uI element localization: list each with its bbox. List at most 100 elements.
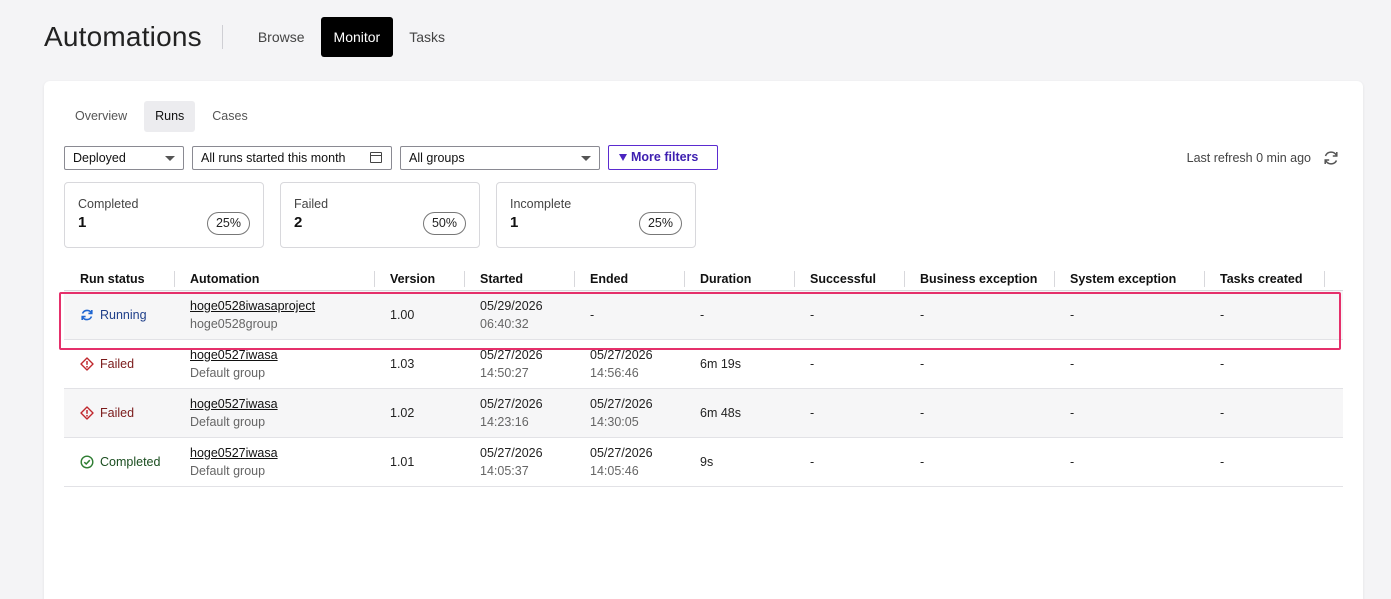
stat-value: 1 <box>510 214 519 231</box>
version-cell: 1.03 <box>390 357 415 371</box>
automation-link[interactable]: hoge0527iwasa <box>190 397 278 411</box>
column-header-successful[interactable]: Successful <box>810 272 877 286</box>
stat-percent-badge: 25% <box>206 212 250 235</box>
automation-group: hoge0528group <box>190 317 278 331</box>
header-divider <box>221 25 223 49</box>
ended-date: - <box>590 308 595 322</box>
table-row[interactable]: Running hoge0528iwasaproject hoge0528gro… <box>64 291 1343 340</box>
funnel-icon <box>619 154 627 161</box>
ended-date: 05/27/2026 <box>590 348 653 362</box>
ended-date: 05/27/2026 <box>590 397 653 411</box>
subtab-cases[interactable]: Cases <box>212 109 248 123</box>
ended-time: 14:05:46 <box>590 464 639 478</box>
column-divider[interactable] <box>374 271 375 287</box>
business-exception-cell: - <box>920 308 925 322</box>
run-status-label: Failed <box>100 406 135 420</box>
table-row[interactable]: Completed hoge0527iwasa Default group 1.… <box>64 438 1343 487</box>
automation-link[interactable]: hoge0527iwasa <box>190 446 278 460</box>
successful-cell: - <box>810 406 815 420</box>
column-divider[interactable] <box>904 271 905 287</box>
chevron-down-icon <box>165 156 175 161</box>
tasks-created-cell: - <box>1220 308 1225 322</box>
system-exception-cell: - <box>1070 455 1075 469</box>
business-exception-cell: - <box>920 455 925 469</box>
sub-tabs: Overview Runs Cases <box>64 101 265 132</box>
stat-percent-badge: 50% <box>422 212 466 235</box>
ended-date: 05/27/2026 <box>590 446 653 460</box>
business-exception-cell: - <box>920 406 925 420</box>
group-select[interactable]: All groups <box>400 146 600 170</box>
column-header-tasks-created[interactable]: Tasks created <box>1220 272 1303 286</box>
business-exception-cell: - <box>920 357 925 371</box>
run-status-label: Failed <box>100 357 135 371</box>
column-divider[interactable] <box>464 271 465 287</box>
run-status-label: Completed <box>100 455 161 469</box>
stat-label: Incomplete <box>510 197 572 211</box>
deployment-select[interactable]: Deployed <box>64 146 184 170</box>
column-header-run-status[interactable]: Run status <box>80 272 145 286</box>
ended-time: 14:56:46 <box>590 366 639 380</box>
column-header-system-exception[interactable]: System exception <box>1070 272 1177 286</box>
column-header-business-exception[interactable]: Business exception <box>920 272 1038 286</box>
ended-time: 14:30:05 <box>590 415 639 429</box>
app-header: Automations Browse Monitor Tasks <box>44 16 461 58</box>
subtab-overview[interactable]: Overview <box>75 109 128 123</box>
check-circle-icon <box>80 455 94 469</box>
more-filters-button[interactable]: More filters <box>608 145 718 170</box>
column-divider[interactable] <box>794 271 795 287</box>
run-status: Completed <box>80 455 160 469</box>
automation-group: Default group <box>190 464 266 478</box>
version-cell: 1.00 <box>390 308 415 322</box>
duration-cell: 6m 19s <box>700 357 741 371</box>
deployment-select-value: Deployed <box>73 151 126 165</box>
subtab-runs[interactable]: Runs <box>144 101 196 132</box>
runs-panel: Overview Runs Cases Deployed All runs st… <box>44 81 1363 599</box>
table-row[interactable]: Failed hoge0527iwasa Default group 1.02 … <box>64 389 1343 438</box>
stat-card-completed: Completed 1 25% <box>64 182 264 248</box>
calendar-icon <box>370 152 382 163</box>
column-header-version[interactable]: Version <box>390 272 436 286</box>
run-status: Running <box>80 308 147 322</box>
date-range-value: All runs started this month <box>201 151 346 165</box>
tab-monitor[interactable]: Monitor <box>320 17 394 57</box>
run-status-label: Running <box>100 308 147 322</box>
version-cell: 1.01 <box>390 455 415 469</box>
column-divider[interactable] <box>574 271 575 287</box>
version-cell: 1.02 <box>390 406 415 420</box>
column-header-ended[interactable]: Ended <box>590 272 629 286</box>
tasks-created-cell: - <box>1220 455 1225 469</box>
column-divider[interactable] <box>1324 271 1325 287</box>
system-exception-cell: - <box>1070 406 1075 420</box>
automation-link[interactable]: hoge0528iwasaproject <box>190 299 316 313</box>
stat-card-failed: Failed 2 50% <box>280 182 480 248</box>
duration-cell: 6m 48s <box>700 406 741 420</box>
column-header-started[interactable]: Started <box>480 272 524 286</box>
table-row[interactable]: Failed hoge0527iwasa Default group 1.03 … <box>64 340 1343 389</box>
automation-link[interactable]: hoge0527iwasa <box>190 348 278 362</box>
date-range-picker[interactable]: All runs started this month <box>192 146 392 170</box>
stat-value: 2 <box>294 214 303 231</box>
tab-tasks[interactable]: Tasks <box>409 29 446 45</box>
sync-icon <box>80 308 94 322</box>
column-divider[interactable] <box>1054 271 1055 287</box>
stat-label: Failed <box>294 197 329 211</box>
column-header-duration[interactable]: Duration <box>700 272 752 286</box>
successful-cell: - <box>810 357 815 371</box>
stat-card-incomplete: Incomplete 1 25% <box>496 182 696 248</box>
started-date: 05/29/2026 <box>480 299 543 313</box>
started-date: 05/27/2026 <box>480 397 543 411</box>
refresh-icon[interactable] <box>1322 149 1340 167</box>
successful-cell: - <box>810 308 815 322</box>
column-divider[interactable] <box>684 271 685 287</box>
started-date: 05/27/2026 <box>480 446 543 460</box>
column-header-automation[interactable]: Automation <box>190 272 260 286</box>
column-divider[interactable] <box>174 271 175 287</box>
stat-value: 1 <box>78 214 87 231</box>
column-divider[interactable] <box>1204 271 1205 287</box>
table-header: Run status Automation Version Started En… <box>64 267 1343 291</box>
more-filters-label: More filters <box>631 150 699 164</box>
automation-group: Default group <box>190 366 266 380</box>
tab-browse[interactable]: Browse <box>257 29 305 45</box>
runs-table: Run status Automation Version Started En… <box>64 267 1343 487</box>
started-time: 14:23:16 <box>480 415 529 429</box>
